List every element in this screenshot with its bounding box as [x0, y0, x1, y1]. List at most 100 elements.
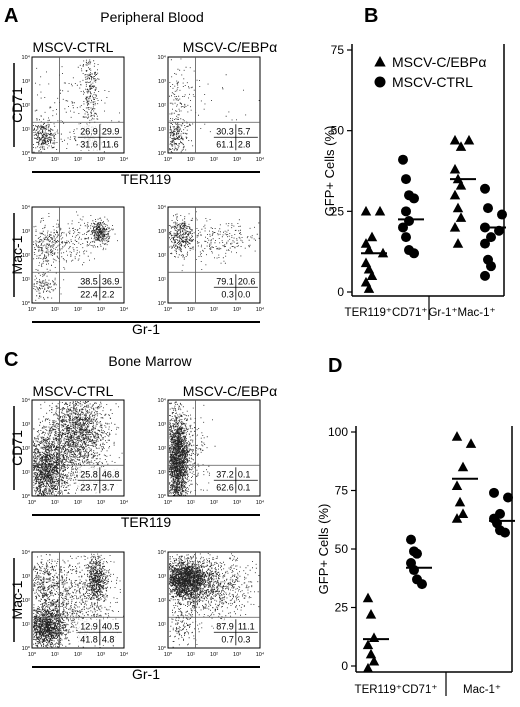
data-point-triangle [455, 141, 467, 151]
quadrant-ll-value: 0.3 [221, 289, 234, 299]
data-point-triangle [451, 513, 463, 523]
panel-letter-d: D [328, 355, 342, 377]
data-point-triangle [463, 134, 475, 145]
quadrant-lr-value: 0.0 [238, 289, 251, 299]
y-tick-label: 10³ [22, 79, 30, 85]
quadrant-lr-value: 0.1 [238, 482, 251, 492]
quadrant-ll-value: 22.4 [80, 289, 98, 299]
x-tick-label: 10³ [97, 652, 105, 658]
x-tick-label: 10⁴ [120, 156, 129, 163]
data-point-circle [483, 203, 493, 214]
x-tick-label: 10³ [97, 500, 105, 506]
plot-frame [167, 551, 261, 649]
data-point-triangle [363, 283, 375, 293]
x-tick-label: 10² [210, 500, 218, 506]
legend-circle-marker [374, 76, 386, 88]
group-label: Gr-1⁺Mac-1⁺ [428, 307, 495, 319]
y-tick-label: 10¹ [22, 622, 30, 628]
data-point-circle [503, 492, 513, 503]
y-tick-label: 10⁴ [22, 204, 31, 211]
y-tick-label: 10² [22, 446, 30, 452]
x-tick-label: 10⁴ [120, 499, 129, 506]
x-tick-label: 10¹ [51, 652, 59, 658]
x-tick-label: 10³ [233, 157, 241, 163]
panel-letter-c: C [4, 349, 18, 371]
y-tick-label: 10² [22, 103, 30, 109]
x-axis-marker: Gr-1 [132, 321, 160, 337]
data-point-triangle [449, 221, 461, 232]
y-tick-label: 10⁰ [22, 493, 31, 500]
x-tick-label: 10² [74, 157, 82, 163]
x-tick-label: 10⁰ [28, 499, 37, 506]
y-tick-label: 10⁰ [22, 645, 31, 652]
x-tick-label: 10¹ [51, 307, 59, 313]
x-tick-label: 10⁰ [164, 156, 173, 163]
y-tick-label: 10³ [158, 229, 166, 235]
section-title: Peripheral Blood [100, 9, 204, 25]
quadrant-ur-value: 36.9 [102, 276, 120, 286]
x-tick-label: 10⁴ [120, 306, 129, 313]
quadrant-ll-value: 61.1 [216, 139, 234, 149]
x-tick-label: 10⁴ [120, 651, 129, 658]
data-point-triangle [452, 202, 464, 213]
y-tick-label: 25 [335, 601, 349, 615]
data-point-circle [500, 527, 510, 538]
data-point-triangle [362, 639, 374, 650]
section-title: Bone Marrow [108, 353, 192, 369]
data-point-triangle [365, 609, 377, 619]
group-label: TER119⁺CD71⁺ [355, 684, 438, 696]
data-point-triangle [366, 231, 378, 242]
x-tick-label: 10¹ [187, 500, 195, 506]
quadrant-lr-value: 2.8 [238, 139, 251, 149]
legend-label: MSCV-CTRL [392, 74, 473, 90]
data-point-circle [406, 534, 416, 545]
x-tick-label: 10² [210, 652, 218, 658]
chart-panel-d: 0 25 50 75 100 GFP+ Cells (%) TER119⁺CD71⁺ Mac-… [316, 425, 515, 696]
data-point-triangle [455, 180, 467, 190]
x-tick-label: 10³ [97, 307, 105, 313]
quadrant-ul-value: 30.3 [216, 126, 234, 136]
data-point-circle [486, 232, 496, 243]
x-tick-label: 10⁰ [164, 306, 173, 313]
y-tick-label: 10¹ [22, 127, 30, 133]
y-tick-label: 10² [22, 598, 30, 604]
x-tick-label: 10³ [97, 157, 105, 163]
x-tick-label: 10⁴ [256, 156, 265, 163]
data-point-circle [497, 209, 507, 220]
x-tick-label: 10² [74, 307, 82, 313]
data-point-triangle [451, 431, 463, 441]
y-tick-label: 10¹ [22, 470, 30, 476]
y-tick-label: 10⁴ [158, 397, 167, 404]
quadrant-ur-value: 40.5 [102, 621, 120, 631]
y-axis-label: GFP+ Cells (%) [316, 504, 331, 595]
y-axis-label: GFP+ Cells (%) [322, 126, 337, 217]
column-title: MSCV-C/EBPα [183, 39, 277, 55]
quadrant-ur-value: 5.7 [238, 126, 251, 136]
chart-panel-b: 0 25 50 75 GFP+ Cells (%) TER119⁺CD71⁺ Gr-1⁺Ma… [322, 43, 507, 320]
y-tick-label: 10³ [158, 574, 166, 580]
panel-letter-b: B [364, 5, 378, 27]
quadrant-ul-value: 87.9 [216, 621, 234, 631]
y-tick-label: 0 [337, 285, 344, 299]
data-point-circle [409, 248, 419, 259]
data-point-triangle [365, 648, 377, 659]
x-tick-label: 10² [210, 157, 218, 163]
x-tick-label: 10² [74, 652, 82, 658]
data-point-triangle [449, 189, 461, 200]
y-tick-label: 10² [158, 598, 166, 604]
y-tick-label: 10⁴ [22, 549, 31, 556]
quadrant-ll-value: 0.7 [221, 634, 234, 644]
x-axis-marker: Gr-1 [132, 666, 160, 682]
y-tick-label: 75 [335, 484, 349, 498]
plot-frame [167, 399, 261, 497]
y-tick-label: 10⁴ [22, 397, 31, 404]
plot-frame [167, 206, 261, 304]
legend-triangle-marker [374, 56, 386, 67]
data-point-circle [401, 232, 411, 243]
column-title: MSCV-CTRL [33, 39, 114, 55]
data-point-triangle [455, 212, 467, 222]
